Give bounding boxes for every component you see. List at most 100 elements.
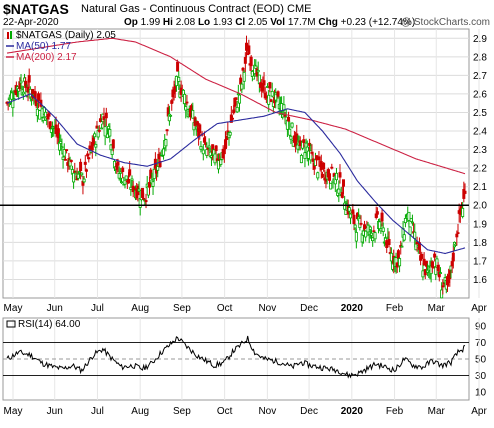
candle-body (438, 272, 442, 274)
candle-body (375, 211, 379, 215)
candle-body (191, 109, 195, 119)
candle-body (72, 172, 76, 183)
candle-body (158, 160, 162, 168)
candle-body (322, 162, 326, 170)
candle-body (228, 132, 232, 136)
candle-body (120, 181, 124, 184)
candle-body (219, 159, 223, 165)
candle-body (234, 97, 238, 100)
change-label: Chg (318, 17, 338, 28)
candle-body (408, 226, 412, 235)
price-month-label: Jun (47, 303, 63, 314)
price-legend-label: MA(50) 1.77 (16, 41, 71, 52)
high-value: 2.08 (175, 17, 196, 28)
candle-body (142, 197, 146, 201)
candle-body (337, 188, 341, 194)
ma200-line (6, 37, 466, 175)
candle-body (422, 258, 426, 266)
price-month-label: Sep (173, 303, 191, 314)
candle-body (400, 245, 404, 248)
candle-body (111, 139, 115, 149)
candle-body (270, 90, 274, 97)
rsi-legend-label: RSI(14) 64.00 (18, 319, 81, 330)
rsi-axis-tick: 90 (475, 322, 487, 333)
candle-body (451, 252, 455, 262)
candle-body (319, 161, 323, 170)
candle-body (27, 75, 31, 83)
rsi-legend-swatch (6, 320, 16, 328)
candle-body (266, 86, 270, 88)
candle-body (372, 230, 376, 233)
candle-body (242, 71, 246, 82)
price-month-label: Jul (91, 303, 104, 314)
open-label: Op (124, 17, 138, 28)
rsi-line (6, 335, 466, 379)
price-axis-tick: 1.8 (473, 238, 487, 249)
price-axis-tick: 2.9 (473, 34, 487, 45)
candle-body (287, 116, 291, 122)
price-axis-tick: 1.7 (473, 256, 487, 267)
candle-body (98, 118, 102, 123)
candle-body (351, 209, 355, 214)
candle-body (243, 57, 247, 64)
candle-body (329, 182, 333, 190)
source-credit: @ StockCharts.com (400, 17, 490, 28)
price-axis-tick: 2.1 (473, 182, 487, 193)
candle-body (353, 224, 357, 229)
candle-body (330, 166, 334, 169)
candle-body (12, 98, 16, 101)
price-axis-tick: 2.7 (473, 71, 487, 82)
candle-body (214, 145, 218, 152)
candle-body (241, 67, 245, 71)
contract-name: Natural Gas - Continuous Contract (EOD) (81, 3, 284, 15)
candle-body (359, 222, 363, 225)
rsi-axis-tick: 30 (475, 371, 487, 382)
candle-body (21, 91, 25, 95)
candle-body (41, 117, 45, 121)
candle-body (354, 231, 358, 242)
candle-body (402, 234, 406, 241)
candle-body (371, 237, 375, 242)
volume-label: Vol (270, 17, 286, 28)
ma50-line (6, 93, 466, 255)
candle-body (185, 101, 189, 104)
candle-body (213, 153, 217, 164)
candle-body (256, 70, 260, 73)
volume-value: 17.7M (287, 17, 316, 28)
candle-body (423, 269, 427, 276)
candle-body (151, 181, 155, 187)
candle-body (169, 114, 173, 117)
candle-body (199, 145, 203, 150)
price-month-label: Mar (428, 303, 446, 314)
candle-body (128, 169, 132, 176)
candle-body (338, 172, 342, 178)
candle-body (162, 148, 166, 156)
candle-body (60, 146, 64, 149)
candle-body (110, 149, 114, 156)
chart-description: Natural Gas - Continuous Contract (EOD) … (81, 3, 311, 15)
candle-body (84, 169, 88, 172)
candle-body (86, 153, 90, 157)
candle-body (176, 61, 180, 72)
candle-body (174, 76, 178, 87)
exchange-label: CME (287, 3, 312, 15)
candle-body (97, 130, 101, 132)
candle-body (334, 172, 338, 181)
candle-body (137, 188, 141, 192)
candle-body (48, 121, 52, 130)
low-value: 1.93 (212, 17, 233, 28)
rsi-month-label: Oct (217, 406, 233, 417)
candle-body (413, 231, 417, 239)
candle-body (207, 145, 211, 149)
candle-body (398, 258, 402, 267)
rsi-month-label: Dec (300, 406, 318, 417)
candle-body (306, 150, 310, 159)
rsi-month-label: Aug (131, 406, 149, 417)
rsi-month-label: Mar (428, 406, 446, 417)
candle-body (144, 200, 148, 203)
price-month-label: Aug (131, 303, 149, 314)
candle-body (167, 113, 171, 122)
candle-body (164, 139, 168, 147)
price-month-label: 2020 (341, 303, 364, 314)
candle-body (62, 149, 66, 157)
